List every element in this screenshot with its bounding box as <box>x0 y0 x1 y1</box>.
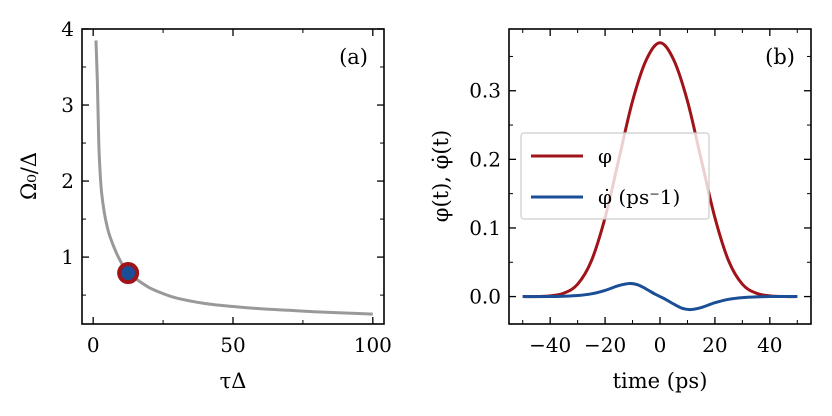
panel-a-series <box>94 40 373 316</box>
legend-label-phi: φ <box>598 144 612 168</box>
x-tick-label: 40 <box>757 333 782 357</box>
panel-a: 0 50 100 1 2 3 4 (a) τΔ Ω₀/Δ <box>17 17 392 393</box>
y-tick-label: 0.0 <box>469 285 501 309</box>
y-tick-label: 0.1 <box>469 216 501 240</box>
x-tick-label: 20 <box>702 333 727 357</box>
y-tick-label: 0.2 <box>469 147 501 171</box>
x-tick-label: 50 <box>220 333 245 357</box>
series-line-1 <box>522 282 798 312</box>
y-tick-label: 0.3 <box>469 79 501 103</box>
panel-b: −40 −20 0 20 40 0.0 0.1 0.2 0.3 (b) time (ps) φ(… <box>429 28 812 393</box>
legend-label-phi-dot: φ̇ (ps⁻1) <box>598 185 680 209</box>
panel-b-ticks: −40 −20 0 20 40 0.0 0.1 0.2 0.3 <box>469 29 811 357</box>
panel-b-series <box>522 41 798 312</box>
panel-b-xlabel: time (ps) <box>613 369 708 393</box>
panel-b-legend: φ φ̇ (ps⁻1) <box>520 132 710 220</box>
y-tick-label: 4 <box>61 17 74 41</box>
y-tick-label: 2 <box>61 169 74 193</box>
panel-a-xlabel: τΔ <box>220 369 247 393</box>
panel-a-ticks: 0 50 100 1 2 3 4 <box>61 17 392 357</box>
panel-a-ylabel: Ω₀/Δ <box>17 152 41 200</box>
x-tick-label: 0 <box>87 333 100 357</box>
panel-a-tag: (a) <box>339 45 368 69</box>
y-tick-label: 1 <box>61 245 74 269</box>
x-tick-label: 100 <box>354 333 392 357</box>
operating-point-marker <box>117 262 140 285</box>
y-tick-label: 3 <box>61 93 74 117</box>
panel-b-tag: (b) <box>765 45 795 69</box>
series-line-0 <box>522 41 798 299</box>
x-tick-label: −20 <box>584 333 626 357</box>
x-tick-label: −40 <box>529 333 571 357</box>
x-tick-label: 0 <box>654 333 667 357</box>
panel-b-ylabel: φ(t), φ̇(t) <box>429 130 453 222</box>
